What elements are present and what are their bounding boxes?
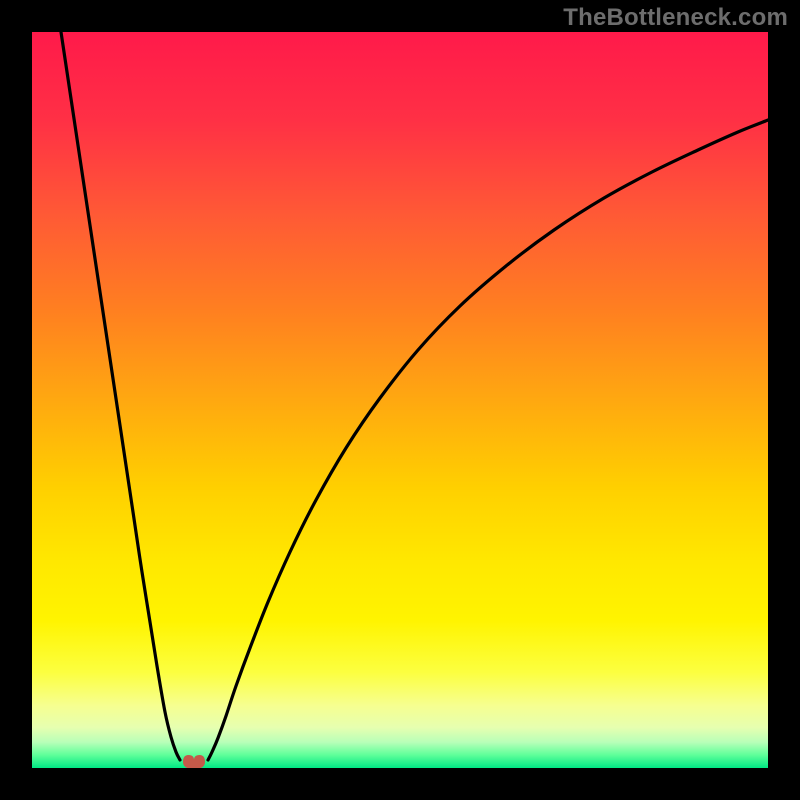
chart-frame: TheBottleneck.com [0, 0, 800, 800]
curve-right-branch [208, 120, 768, 760]
plot-area [32, 32, 768, 768]
watermark-text: TheBottleneck.com [563, 4, 788, 32]
dip-marker-icon [183, 755, 205, 768]
bottleneck-curve [32, 32, 768, 768]
curve-left-branch [61, 32, 180, 760]
